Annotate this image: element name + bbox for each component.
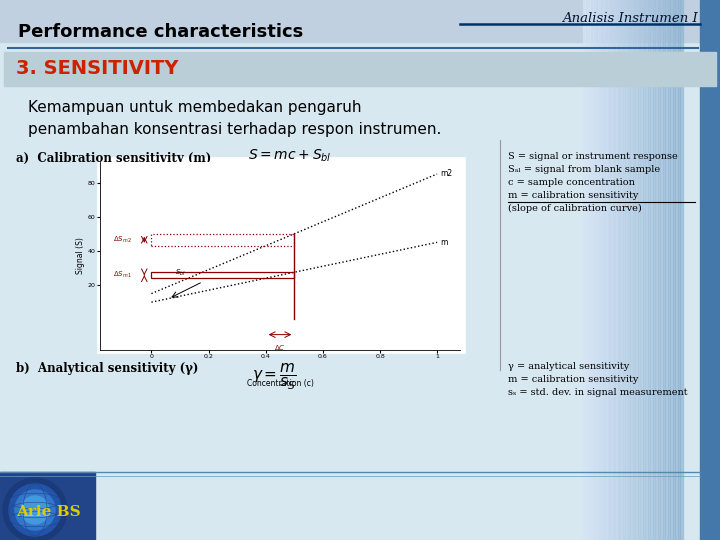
Bar <box>667 0 670 540</box>
Text: b)  Analytical sensitivity (γ): b) Analytical sensitivity (γ) <box>16 362 199 375</box>
Text: $\Delta S_{m1}$: $\Delta S_{m1}$ <box>113 270 132 280</box>
Bar <box>615 0 618 540</box>
Bar <box>595 0 598 540</box>
Text: S = signal or instrument response: S = signal or instrument response <box>508 152 678 161</box>
Bar <box>151 272 294 278</box>
Text: $\Delta S_{m2}$: $\Delta S_{m2}$ <box>113 235 132 245</box>
Circle shape <box>15 490 55 530</box>
Text: $S_{bl}$: $S_{bl}$ <box>174 268 186 278</box>
Circle shape <box>9 484 61 536</box>
Bar <box>647 0 650 540</box>
Bar <box>620 0 623 540</box>
Bar <box>665 0 667 540</box>
Bar <box>4 52 716 86</box>
Bar <box>585 0 588 540</box>
Bar <box>600 0 603 540</box>
Bar <box>700 0 720 540</box>
X-axis label: Concentration (c): Concentration (c) <box>246 379 313 388</box>
Text: c = sample concentration: c = sample concentration <box>508 178 635 187</box>
Bar <box>151 234 294 246</box>
Bar <box>675 0 678 540</box>
Bar <box>0 0 720 42</box>
Circle shape <box>3 478 67 540</box>
Text: m = calibration sensitivity: m = calibration sensitivity <box>508 375 639 384</box>
Bar <box>608 0 610 540</box>
Text: $S = mc + S_{bl}$: $S = mc + S_{bl}$ <box>248 148 332 164</box>
Text: γ = analytical sensitivity: γ = analytical sensitivity <box>508 362 629 371</box>
Text: $\Delta C$: $\Delta C$ <box>274 343 286 352</box>
Bar <box>657 0 660 540</box>
Circle shape <box>21 496 49 524</box>
Bar <box>655 0 657 540</box>
Text: a)  Calibration sensitivity (m): a) Calibration sensitivity (m) <box>16 152 211 165</box>
Bar <box>613 0 615 540</box>
Bar <box>662 0 665 540</box>
Bar <box>640 0 643 540</box>
Bar <box>598 0 600 540</box>
Bar <box>603 0 605 540</box>
Bar <box>0 472 95 540</box>
Bar <box>650 0 652 540</box>
Bar <box>637 0 640 540</box>
Bar <box>605 0 608 540</box>
Bar <box>625 0 628 540</box>
Text: sₛ = std. dev. in signal measurement: sₛ = std. dev. in signal measurement <box>508 388 688 397</box>
Text: m = calibration sensitivity: m = calibration sensitivity <box>508 191 639 200</box>
Bar <box>632 0 635 540</box>
Bar <box>590 0 593 540</box>
Bar <box>672 0 675 540</box>
Text: (slope of calibration curve): (slope of calibration curve) <box>508 204 642 213</box>
Bar <box>628 0 630 540</box>
Bar <box>618 0 620 540</box>
Text: Arie BS: Arie BS <box>16 505 81 519</box>
Bar <box>610 0 613 540</box>
Bar <box>652 0 655 540</box>
Text: Analisis Instrumen I: Analisis Instrumen I <box>562 12 698 25</box>
Text: m2: m2 <box>440 170 452 178</box>
Text: Performance characteristics: Performance characteristics <box>18 23 303 41</box>
Bar <box>623 0 625 540</box>
Text: $\gamma = \dfrac{m}{s_S}$: $\gamma = \dfrac{m}{s_S}$ <box>252 362 297 392</box>
Bar <box>642 0 645 540</box>
Bar <box>630 0 633 540</box>
Text: 3. SENSITIVITY: 3. SENSITIVITY <box>16 59 179 78</box>
Bar <box>593 0 595 540</box>
Bar <box>582 0 585 540</box>
Y-axis label: Signal (S): Signal (S) <box>76 238 85 274</box>
Bar <box>588 0 590 540</box>
Text: Kemampuan untuk membedakan pengaruh
penambahan konsentrasi terhadap respon instr: Kemampuan untuk membedakan pengaruh pena… <box>28 100 441 137</box>
Bar <box>678 0 680 540</box>
Text: m: m <box>440 238 447 247</box>
Bar <box>680 0 683 540</box>
Bar <box>645 0 647 540</box>
Bar <box>635 0 638 540</box>
Bar <box>97 157 465 353</box>
Text: Sₐₗ = signal from blank sample: Sₐₗ = signal from blank sample <box>508 165 660 174</box>
Bar <box>670 0 672 540</box>
Bar <box>660 0 662 540</box>
